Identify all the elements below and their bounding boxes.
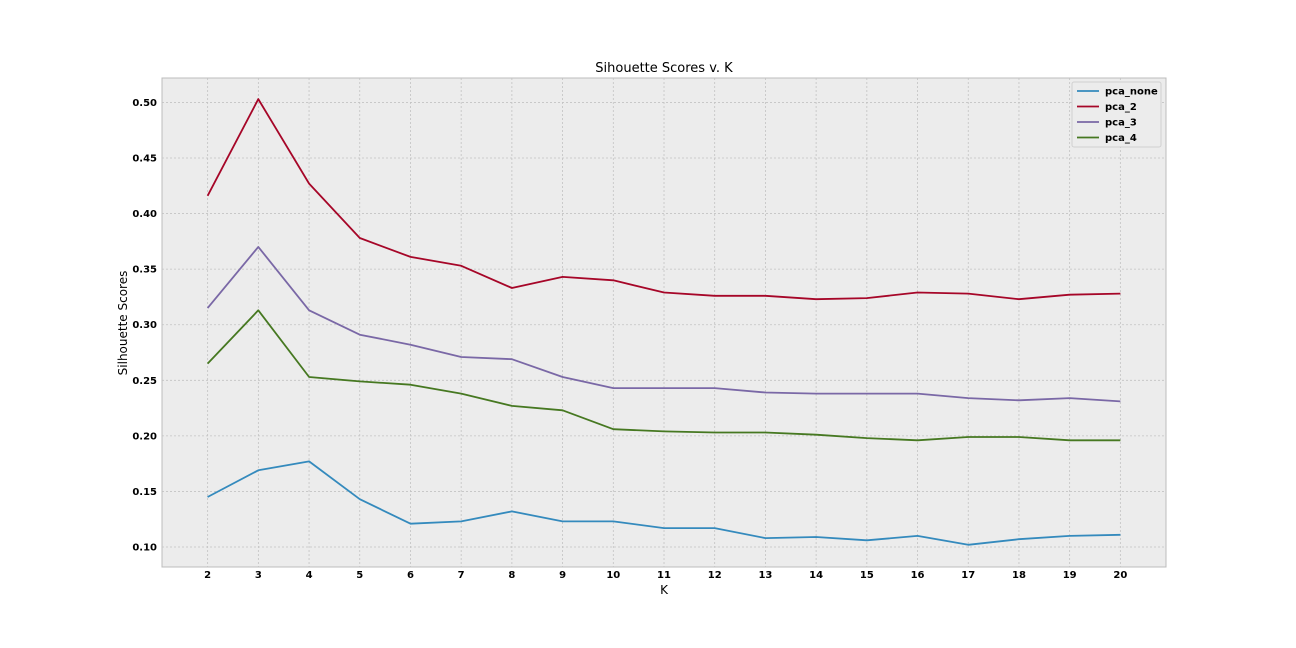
y-tick-label: 0.30 — [132, 320, 157, 331]
legend-label: pca_4 — [1105, 133, 1137, 144]
x-axis-label: K — [660, 583, 669, 597]
series-line-pca-4 — [206, 309, 1121, 442]
legend-label: pca_3 — [1105, 118, 1137, 129]
x-tick-label: 3 — [255, 570, 262, 581]
y-tick-label: 0.45 — [132, 154, 157, 165]
y-tick-label: 0.25 — [132, 376, 157, 387]
x-tick-label: 19 — [1063, 570, 1077, 581]
y-tick-label: 0.10 — [132, 542, 157, 553]
x-tick-label: 6 — [407, 570, 414, 581]
series-line-pca-3 — [206, 245, 1121, 403]
legend-label: pca_2 — [1105, 102, 1137, 113]
x-tick-label: 16 — [911, 570, 925, 581]
series-line-pca-2 — [206, 98, 1121, 301]
x-tick-label: 17 — [961, 570, 975, 581]
y-tick-label: 0.35 — [132, 265, 157, 276]
x-axis-ticks: 2 3 4 5 6 7 8 9 10 11 12 13 14 15 16 17 18 19 20 — [204, 570, 1127, 581]
x-tick-label: 4 — [306, 570, 313, 581]
y-tick-label: 0.20 — [132, 431, 157, 442]
y-axis-ticks: 0.10 0.15 0.20 0.25 0.30 0.35 0.40 0.45 0.50 — [132, 98, 157, 554]
y-tick-label: 0.40 — [132, 209, 157, 220]
legend-label: pca_none — [1105, 87, 1158, 98]
x-tick-label: 5 — [356, 570, 363, 581]
x-tick-label: 8 — [508, 570, 515, 581]
grid — [162, 78, 1166, 567]
chart-title: Sihouette Scores v. K — [595, 61, 733, 76]
x-tick-label: 11 — [657, 570, 671, 581]
legend-box — [1071, 81, 1162, 148]
x-tick-label: 9 — [559, 570, 566, 581]
x-tick-label: 13 — [758, 570, 772, 581]
y-tick-label: 0.50 — [132, 98, 157, 109]
y-axis-label: Silhouette Scores — [116, 271, 130, 376]
x-tick-label: 7 — [458, 570, 465, 581]
x-tick-label: 2 — [204, 570, 211, 581]
series-line-pca-none — [207, 460, 1121, 546]
x-tick-label: 10 — [606, 570, 620, 581]
x-tick-label: 14 — [809, 570, 823, 581]
x-tick-label: 12 — [708, 570, 722, 581]
series-layer — [206, 98, 1121, 546]
x-tick-label: 20 — [1113, 570, 1127, 581]
y-tick-label: 0.15 — [132, 487, 157, 498]
x-tick-label: 15 — [860, 570, 874, 581]
x-tick-label: 18 — [1012, 570, 1026, 581]
legend: pca_none pca_2 pca_3 pca_4 — [1071, 81, 1162, 148]
